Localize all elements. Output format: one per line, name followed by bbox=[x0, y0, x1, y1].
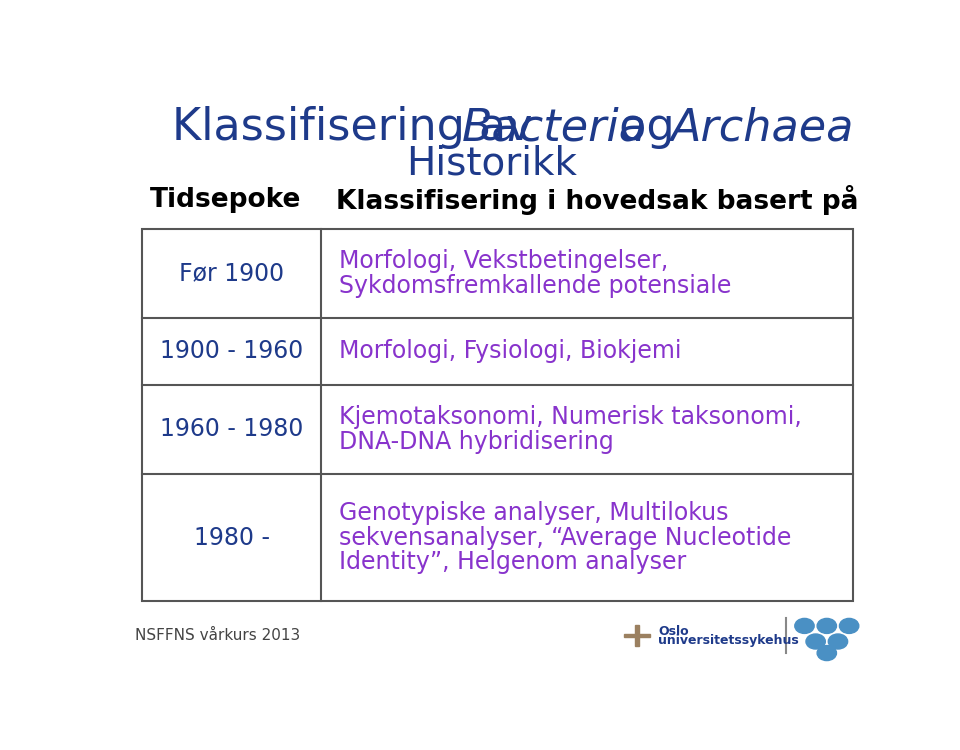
Text: Kjemotaksonomi, Numerisk taksonomi,: Kjemotaksonomi, Numerisk taksonomi, bbox=[340, 405, 803, 429]
Circle shape bbox=[839, 619, 859, 634]
Text: NSFFNS vårkurs 2013: NSFFNS vårkurs 2013 bbox=[134, 628, 300, 644]
Bar bbox=[142, 229, 852, 601]
Text: 1960 - 1980: 1960 - 1980 bbox=[160, 417, 303, 441]
Text: Bacteria: Bacteria bbox=[462, 106, 647, 149]
Text: Archaea: Archaea bbox=[670, 106, 853, 149]
Text: Tidsepoke: Tidsepoke bbox=[150, 187, 301, 213]
Text: Morfologi, Vekstbetingelser,: Morfologi, Vekstbetingelser, bbox=[340, 249, 669, 273]
Text: Morfologi, Fysiologi, Biokjemi: Morfologi, Fysiologi, Biokjemi bbox=[340, 339, 682, 363]
Bar bbox=[624, 634, 651, 638]
Text: og: og bbox=[606, 106, 689, 149]
Text: sekvensanalyser, “Average Nucleotide: sekvensanalyser, “Average Nucleotide bbox=[340, 526, 792, 550]
Circle shape bbox=[806, 634, 826, 649]
Circle shape bbox=[817, 619, 836, 634]
Circle shape bbox=[795, 619, 814, 634]
Text: Klassifisering i hovedsak basert på: Klassifisering i hovedsak basert på bbox=[336, 184, 858, 214]
Text: Klassifisering av: Klassifisering av bbox=[172, 106, 546, 149]
Text: Oslo: Oslo bbox=[658, 625, 688, 638]
Text: 1900 - 1960: 1900 - 1960 bbox=[160, 339, 303, 363]
Bar bbox=[635, 626, 639, 646]
Text: Genotypiske analyser, Multilokus: Genotypiske analyser, Multilokus bbox=[340, 501, 729, 525]
Circle shape bbox=[817, 646, 836, 661]
Text: 1980 -: 1980 - bbox=[194, 526, 270, 550]
Text: Historikk: Historikk bbox=[406, 144, 578, 182]
Text: Før 1900: Før 1900 bbox=[179, 261, 284, 285]
Text: Identity”, Helgenom analyser: Identity”, Helgenom analyser bbox=[340, 550, 686, 574]
Text: DNA-DNA hybridisering: DNA-DNA hybridisering bbox=[340, 430, 614, 454]
Circle shape bbox=[828, 634, 848, 649]
Text: universitetssykehus: universitetssykehus bbox=[658, 634, 799, 646]
Text: Sykdomsfremkallende potensiale: Sykdomsfremkallende potensiale bbox=[340, 274, 732, 298]
